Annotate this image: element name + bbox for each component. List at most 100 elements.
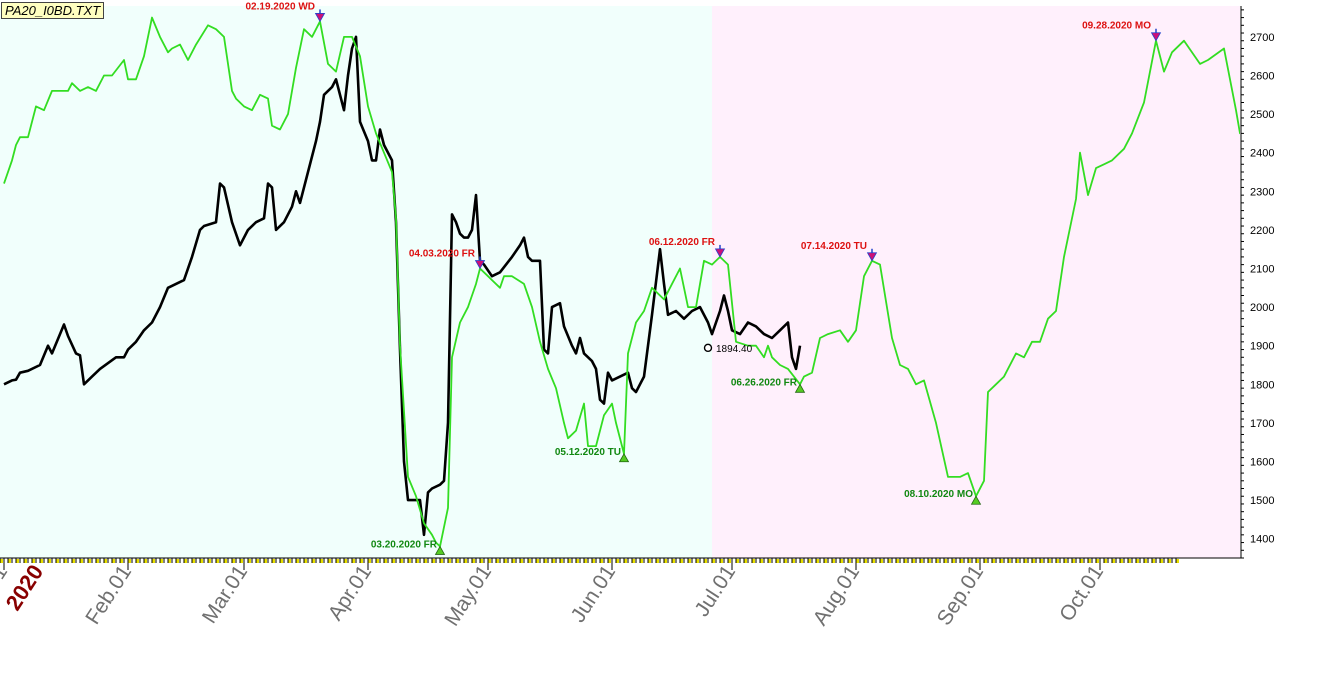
x-day-marker bbox=[840, 559, 843, 563]
x-day-marker bbox=[816, 559, 819, 563]
x-day-marker bbox=[680, 559, 683, 563]
high-date-label: 02.19.2020 WD bbox=[246, 1, 316, 12]
high-marker-arrow bbox=[714, 248, 726, 258]
x-day-marker bbox=[920, 559, 923, 563]
low-date-label: 05.12.2020 TU bbox=[555, 447, 621, 458]
x-day-marker bbox=[1072, 559, 1075, 563]
past-background bbox=[0, 6, 712, 558]
x-day-marker bbox=[1136, 559, 1139, 563]
x-day-marker bbox=[160, 559, 163, 563]
y-tick-label: 2700 bbox=[1250, 32, 1274, 44]
high-date-label: 04.03.2020 FR bbox=[409, 248, 476, 259]
x-day-marker bbox=[1120, 559, 1123, 563]
x-day-marker bbox=[440, 559, 443, 563]
x-day-marker bbox=[672, 559, 675, 563]
x-day-marker bbox=[1160, 559, 1163, 563]
x-day-marker bbox=[208, 559, 211, 563]
high-marker-arrow bbox=[1150, 32, 1162, 42]
x-day-marker bbox=[1016, 559, 1019, 563]
high-marker-arrow bbox=[474, 260, 486, 270]
y-axis: 1400 1500 1600 1700 1800 1900 2000 2100 2200 2300… bbox=[1240, 6, 1274, 559]
y-tick-label: 2400 bbox=[1250, 148, 1274, 160]
x-day-marker bbox=[320, 559, 323, 563]
x-day-marker bbox=[608, 559, 611, 563]
high-marker-arrow bbox=[314, 13, 326, 23]
x-day-marker bbox=[1008, 559, 1011, 563]
x-month-label: Aug.01 bbox=[809, 561, 865, 629]
x-day-marker bbox=[624, 559, 627, 563]
x-day-marker bbox=[1152, 559, 1155, 563]
x-day-marker bbox=[1048, 559, 1051, 563]
x-day-marker bbox=[576, 559, 579, 563]
x-month-label: Feb.01 bbox=[81, 561, 136, 628]
x-day-marker bbox=[904, 559, 907, 563]
x-day-marker bbox=[568, 559, 571, 563]
x-day-marker bbox=[808, 559, 811, 563]
x-day-marker bbox=[224, 559, 227, 563]
x-day-marker bbox=[360, 559, 363, 563]
x-day-marker bbox=[56, 559, 59, 563]
x-month-label: Jul.01 bbox=[690, 561, 740, 621]
x-day-marker bbox=[960, 559, 963, 563]
x-day-marker bbox=[1064, 559, 1067, 563]
x-day-marker bbox=[688, 559, 691, 563]
x-day-marker bbox=[552, 559, 555, 563]
x-day-marker bbox=[936, 559, 939, 563]
x-day-marker bbox=[416, 559, 419, 563]
marker-layer: 1894.40 02.19.2020 WD 04.03.2020 FR 06.12.2… bbox=[246, 1, 1162, 555]
x-day-marker bbox=[392, 559, 395, 563]
x-day-marker bbox=[992, 559, 995, 563]
x-day-marker bbox=[704, 559, 707, 563]
x-month-label: Jun.01 bbox=[567, 561, 621, 626]
low-marker-arrow bbox=[618, 452, 630, 463]
x-day-marker bbox=[192, 559, 195, 563]
low-date-label: 06.26.2020 FR bbox=[731, 377, 798, 388]
x-day-marker bbox=[1168, 559, 1171, 563]
x-day-marker bbox=[864, 559, 867, 563]
x-day-marker bbox=[184, 559, 187, 563]
y-tick-label: 1800 bbox=[1250, 379, 1274, 391]
x-day-marker bbox=[376, 559, 379, 563]
x-day-marker bbox=[288, 559, 291, 563]
x-day-marker bbox=[248, 559, 251, 563]
x-day-marker bbox=[968, 559, 971, 563]
x-day-marker bbox=[256, 559, 259, 563]
x-day-marker bbox=[744, 559, 747, 563]
x-day-marker bbox=[352, 559, 355, 563]
file-name-label: PA20_I0BD.TXT bbox=[1, 2, 105, 19]
x-day-marker bbox=[480, 559, 483, 563]
low-marker-arrow bbox=[970, 495, 982, 505]
x-day-marker bbox=[448, 559, 451, 563]
x-day-marker bbox=[16, 559, 19, 563]
low-date-label: 03.20.2020 FR bbox=[371, 539, 438, 550]
x-day-marker bbox=[512, 559, 515, 563]
x-day-marker bbox=[336, 559, 339, 563]
x-day-marker bbox=[896, 559, 899, 563]
x-day-marker bbox=[848, 559, 851, 563]
x-day-marker bbox=[88, 559, 91, 563]
y-tick-label: 1900 bbox=[1250, 341, 1274, 353]
x-day-marker bbox=[872, 559, 875, 563]
x-day-marker bbox=[24, 559, 27, 563]
x-day-marker bbox=[64, 559, 67, 563]
y-tick-label: 1600 bbox=[1250, 456, 1274, 468]
x-day-marker bbox=[216, 559, 219, 563]
x-year-label: 2020 bbox=[1, 560, 49, 615]
x-day-marker bbox=[368, 559, 371, 563]
low-marker-arrow bbox=[434, 545, 446, 555]
x-day-marker bbox=[1096, 559, 1099, 563]
x-day-marker bbox=[632, 559, 635, 563]
high-date-label: 07.14.2020 TU bbox=[801, 241, 867, 252]
x-month-label: Sep.01 bbox=[933, 561, 989, 629]
x-day-marker bbox=[728, 559, 731, 563]
x-day-marker bbox=[472, 559, 475, 563]
y-tick-label: 2000 bbox=[1250, 302, 1274, 314]
x-day-marker bbox=[432, 559, 435, 563]
x-day-marker bbox=[120, 559, 123, 563]
x-day-marker bbox=[616, 559, 619, 563]
x-day-marker bbox=[304, 559, 307, 563]
x-day-marker bbox=[1040, 559, 1043, 563]
x-day-marker bbox=[752, 559, 755, 563]
y-tick-label: 2300 bbox=[1250, 186, 1274, 198]
x-day-marker bbox=[600, 559, 603, 563]
